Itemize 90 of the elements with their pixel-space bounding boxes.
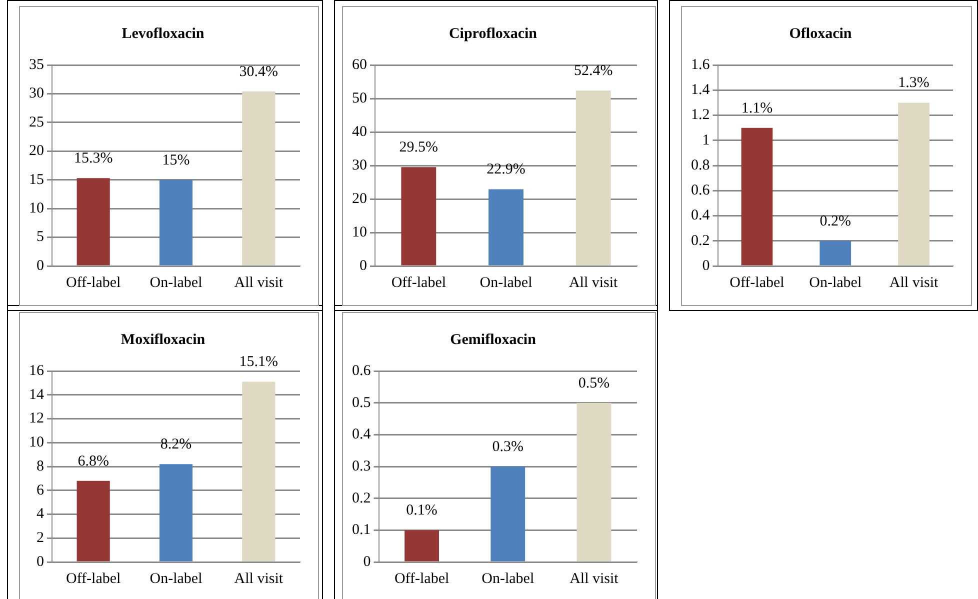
data-label: 1.3% bbox=[898, 75, 930, 92]
y-tick-label: 0.1 bbox=[352, 522, 371, 538]
y-tick-label: 1 bbox=[702, 132, 710, 148]
chart-title: Levofloxacin bbox=[122, 26, 205, 42]
y-tick-label: 1.4 bbox=[691, 82, 710, 98]
data-label: 15.3% bbox=[74, 150, 113, 167]
y-tick-label: 4 bbox=[36, 506, 44, 522]
x-tick-label: On-label bbox=[809, 274, 862, 291]
data-label: 6.8% bbox=[78, 453, 109, 470]
y-tick-label: 0.2 bbox=[691, 232, 710, 249]
x-tick-label: All visit bbox=[234, 570, 284, 587]
y-tick-label: 0.5 bbox=[352, 394, 371, 411]
y-tick-label: 0.6 bbox=[691, 182, 710, 199]
x-tick-label: All visit bbox=[570, 570, 620, 587]
y-tick-label: 12 bbox=[29, 410, 44, 427]
x-tick-label: Off-label bbox=[394, 570, 450, 587]
bar bbox=[898, 102, 930, 266]
data-label: 22.9% bbox=[486, 162, 526, 178]
bar bbox=[76, 480, 110, 562]
y-tick-label: 0 bbox=[702, 258, 710, 274]
data-label: 29.5% bbox=[399, 140, 438, 156]
x-tick-label: Off-label bbox=[66, 274, 121, 291]
x-tick-label: All visit bbox=[889, 274, 939, 291]
y-tick-label: 5 bbox=[36, 229, 44, 246]
chart-title: Ciprofloxacin bbox=[448, 26, 538, 42]
x-tick-label: On-label bbox=[482, 570, 534, 587]
bar bbox=[741, 128, 773, 266]
x-tick-label: All visit bbox=[234, 274, 284, 291]
chart-title: Moxifloxacin bbox=[120, 332, 206, 348]
bar bbox=[488, 189, 524, 266]
bar bbox=[404, 530, 440, 562]
bar bbox=[242, 382, 276, 562]
bar bbox=[242, 91, 276, 266]
y-tick-label: 14 bbox=[29, 386, 44, 403]
y-tick-label: 16 bbox=[29, 362, 44, 379]
x-tick-label: On-label bbox=[150, 274, 202, 291]
y-tick-label: 25 bbox=[29, 114, 44, 130]
bar bbox=[401, 167, 436, 266]
y-tick-label: 0 bbox=[363, 554, 371, 570]
y-tick-label: 60 bbox=[352, 56, 367, 73]
data-label: 0.2% bbox=[820, 213, 851, 230]
bar bbox=[490, 466, 526, 562]
y-tick-label: 0 bbox=[36, 258, 44, 274]
bar bbox=[576, 90, 611, 266]
x-tick-label: Off-label bbox=[391, 274, 446, 291]
bar bbox=[159, 464, 193, 562]
data-label: 1.1% bbox=[741, 100, 773, 116]
y-tick-label: 50 bbox=[352, 90, 367, 106]
y-tick-label: 0.4 bbox=[352, 426, 372, 443]
data-label: 8.2% bbox=[160, 436, 192, 453]
y-tick-label: 0.3 bbox=[352, 458, 371, 474]
y-tick-label: 30 bbox=[29, 86, 44, 102]
y-tick-label: 0.4 bbox=[691, 208, 710, 224]
x-tick-label: On-label bbox=[150, 570, 202, 587]
chart-title: Gemifloxacin bbox=[450, 332, 537, 348]
data-label: 52.4% bbox=[574, 62, 613, 79]
y-tick-label: 20 bbox=[29, 143, 44, 160]
y-tick-label: 0.6 bbox=[352, 362, 372, 379]
x-tick-label: Off-label bbox=[730, 274, 784, 291]
y-tick-label: 0 bbox=[360, 258, 367, 274]
data-label: 0.5% bbox=[578, 375, 610, 392]
chart-title: Ofloxacin bbox=[789, 26, 852, 42]
y-tick-label: 10 bbox=[352, 224, 367, 240]
data-label: 30.4% bbox=[239, 64, 278, 80]
y-tick-label: 10 bbox=[29, 434, 44, 451]
bar bbox=[820, 240, 852, 266]
y-tick-label: 1.2 bbox=[691, 107, 710, 124]
x-tick-label: On-label bbox=[480, 274, 532, 291]
bar bbox=[576, 402, 612, 562]
y-tick-label: 1.6 bbox=[691, 56, 710, 73]
data-label: 0.1% bbox=[406, 502, 438, 519]
y-tick-label: 20 bbox=[352, 190, 367, 207]
bar bbox=[76, 178, 110, 266]
y-tick-label: 15 bbox=[29, 172, 44, 188]
y-tick-label: 40 bbox=[352, 124, 367, 140]
data-label: 15% bbox=[162, 152, 190, 168]
y-tick-label: 35 bbox=[29, 56, 44, 73]
y-tick-label: 6 bbox=[36, 482, 44, 498]
y-tick-label: 0 bbox=[36, 554, 44, 570]
y-tick-label: 2 bbox=[36, 530, 44, 546]
y-tick-label: 0.2 bbox=[352, 490, 371, 506]
x-tick-label: All visit bbox=[568, 274, 619, 291]
y-tick-label: 30 bbox=[352, 157, 367, 174]
x-tick-label: Off-label bbox=[66, 570, 121, 587]
bar bbox=[159, 180, 193, 266]
data-label: 0.3% bbox=[492, 438, 524, 455]
y-tick-label: 10 bbox=[29, 200, 44, 217]
y-tick-label: 8 bbox=[36, 458, 44, 474]
y-tick-label: 0.8 bbox=[691, 157, 710, 174]
data-label: 15.1% bbox=[239, 354, 278, 370]
